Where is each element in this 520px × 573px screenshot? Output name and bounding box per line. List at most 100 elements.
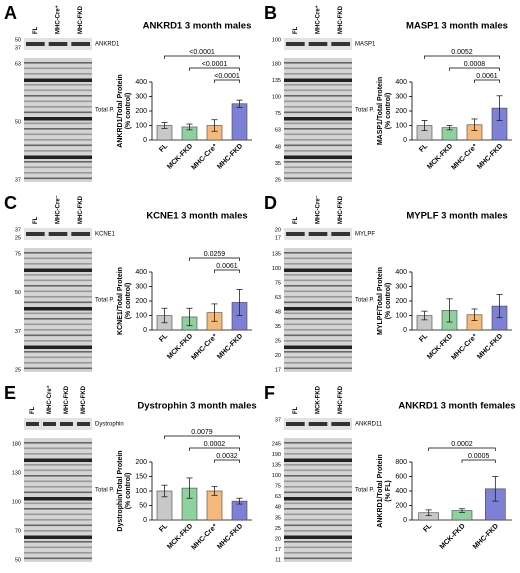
total-protein-band (24, 453, 92, 455)
x-tick-label: MHC-Cre⁺ (450, 143, 479, 172)
total-protein-band (24, 458, 92, 462)
total-protein-band (284, 318, 352, 320)
kda-marker: 50 (15, 119, 21, 125)
total-protein-band (24, 155, 92, 159)
total-protein-band (284, 274, 352, 276)
lane-label: MHC-Cre⁻ (56, 195, 62, 224)
kda-marker: 70 (15, 528, 21, 534)
y-tick-label: 200 (135, 459, 147, 466)
blot-band (26, 422, 39, 426)
total-protein-band (284, 296, 352, 298)
lane-label: FL (33, 216, 39, 224)
kda-marker: 48 (275, 309, 281, 315)
lane-label: MHC-FKD (338, 385, 344, 414)
chart-title: KCNE1 3 month males (146, 211, 247, 222)
total-protein-band (284, 362, 352, 364)
x-tick-label: MHC-FKD (476, 333, 504, 361)
total-protein-band (24, 480, 92, 483)
total-protein-band (284, 552, 352, 554)
total-protein-band (24, 67, 92, 70)
total-protein-band (24, 144, 92, 147)
kda-marker: 11 (275, 557, 281, 563)
total-protein-band (284, 442, 352, 444)
panel-letter: E (4, 383, 16, 403)
y-tick-label: 0 (403, 327, 407, 334)
total-protein-band (24, 351, 92, 353)
total-protein-band (284, 329, 352, 331)
total-protein-band (284, 301, 352, 304)
total-protein-band (24, 268, 92, 272)
total-protein-band (284, 486, 352, 488)
panel-letter: A (4, 3, 17, 23)
significance-bracket (428, 447, 496, 451)
blot-band (331, 422, 350, 426)
y-tick-label: 0 (403, 517, 407, 524)
lane-label: MHC-FKD (338, 5, 344, 34)
total-protein-band (24, 62, 92, 64)
x-tick-label: MHC-FKD (216, 143, 244, 171)
kda-marker: 180 (272, 61, 281, 67)
total-protein-band (24, 100, 92, 103)
total-protein-band (24, 128, 92, 130)
x-tick-label: FL (158, 522, 170, 534)
total-protein-band (284, 307, 352, 311)
total-protein-band (24, 290, 92, 293)
kda-marker: 100 (272, 95, 281, 101)
total-protein-band (24, 122, 92, 125)
total-label: Total P. (355, 298, 375, 304)
y-tick-label: 400 (395, 79, 407, 86)
chart-title: ANKRD1 3 month males (143, 21, 252, 32)
kda-marker: 20 (275, 536, 281, 542)
protein-label: KCNE1 (95, 232, 116, 238)
x-tick-label: FL (418, 142, 430, 154)
total-protein-band (284, 117, 352, 121)
panel-letter: F (264, 383, 275, 403)
total-protein-band (284, 524, 352, 527)
kda-marker: 37 (15, 45, 21, 51)
total-protein-band (284, 367, 352, 370)
blot-band (331, 42, 350, 46)
total-protein-band (284, 508, 352, 510)
lane-label: MHC-Cre⁺ (55, 5, 62, 34)
total-protein-band (24, 106, 92, 108)
bar (231, 103, 248, 141)
total-protein-band (284, 155, 352, 159)
total-protein-band (284, 279, 352, 282)
kda-marker: 100 (272, 266, 281, 272)
total-protein-band (24, 541, 92, 543)
total-protein-band (24, 546, 92, 549)
total-protein-band (24, 312, 92, 315)
significance-bracket (449, 67, 500, 71)
blot-band (48, 42, 68, 46)
total-protein-band (284, 535, 352, 539)
kda-marker: 75 (275, 111, 281, 117)
total-protein-band (284, 475, 352, 477)
total-protein-band (284, 530, 352, 532)
total-label: Total P. (95, 108, 115, 114)
significance-bracket (214, 79, 240, 83)
x-tick-label: FL (158, 142, 170, 154)
blot-band (77, 422, 90, 426)
total-protein-band (24, 296, 92, 298)
kda-marker: 75 (275, 280, 281, 286)
y-tick-label: 100 (395, 312, 407, 319)
blot-band (71, 42, 90, 46)
y-tick-label: 50 (139, 502, 147, 509)
y-tick-label: 0 (143, 327, 147, 334)
total-protein-band (284, 172, 352, 174)
total-protein-band (24, 345, 92, 349)
chart-title: MYPLF 3 month males (406, 211, 507, 222)
significance-bracket (164, 55, 240, 59)
y-tick-label: 300 (395, 283, 407, 290)
total-protein-band (24, 279, 92, 282)
total-protein-band (24, 464, 92, 466)
chart-title: Dystrophin 3 month males (137, 401, 256, 412)
p-value: <0.0001 (202, 61, 228, 68)
total-protein-band (284, 89, 352, 92)
total-label: Total P. (95, 488, 115, 494)
blot-band (308, 42, 328, 46)
significance-bracket (461, 459, 496, 463)
total-protein-band (24, 89, 92, 92)
kda-marker: 135 (272, 78, 281, 84)
total-protein-band (284, 290, 352, 293)
